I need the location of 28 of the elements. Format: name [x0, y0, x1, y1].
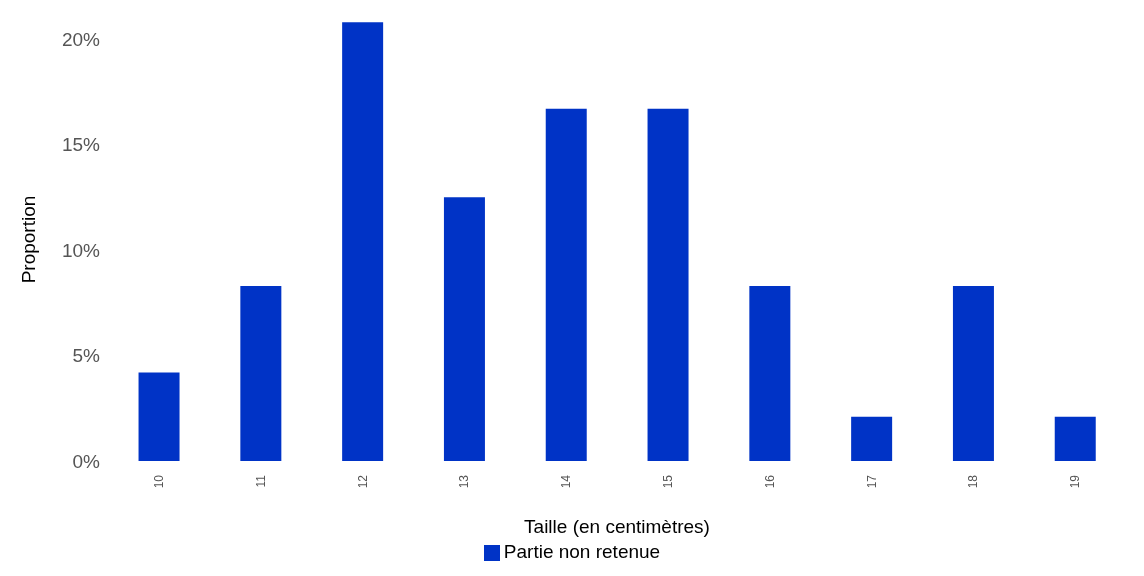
bar — [138, 372, 180, 461]
legend-label: Partie non retenue — [503, 541, 661, 562]
bar — [545, 108, 587, 461]
x-tick-label: 14 — [559, 474, 574, 489]
x-tick-label: 10 — [151, 474, 166, 489]
y-tick-label: 0% — [72, 450, 101, 472]
bar — [342, 22, 384, 461]
x-tick-label: 13 — [457, 474, 472, 489]
y-tick-label: 20% — [61, 28, 101, 50]
bar — [952, 285, 994, 461]
bar — [443, 197, 485, 461]
x-tick-label: 15 — [660, 474, 675, 489]
y-tick-label: 15% — [61, 134, 101, 156]
bar — [1054, 416, 1096, 461]
bar — [240, 285, 282, 461]
y-tick-label: 10% — [61, 239, 101, 261]
x-tick-label: 12 — [355, 474, 370, 489]
x-tick-label: 17 — [864, 474, 879, 489]
y-tick-label: 5% — [72, 345, 101, 367]
x-axis-title: Taille (en centimètres) — [524, 516, 710, 537]
bar — [851, 416, 893, 461]
x-tick-label: 11 — [253, 474, 268, 488]
x-tick-label: 18 — [966, 474, 981, 489]
bar — [749, 285, 791, 461]
x-tick-label: 16 — [762, 474, 777, 489]
y-axis-title: Proportion — [17, 195, 39, 284]
bar — [647, 108, 689, 461]
x-tick-label: 19 — [1068, 474, 1083, 489]
